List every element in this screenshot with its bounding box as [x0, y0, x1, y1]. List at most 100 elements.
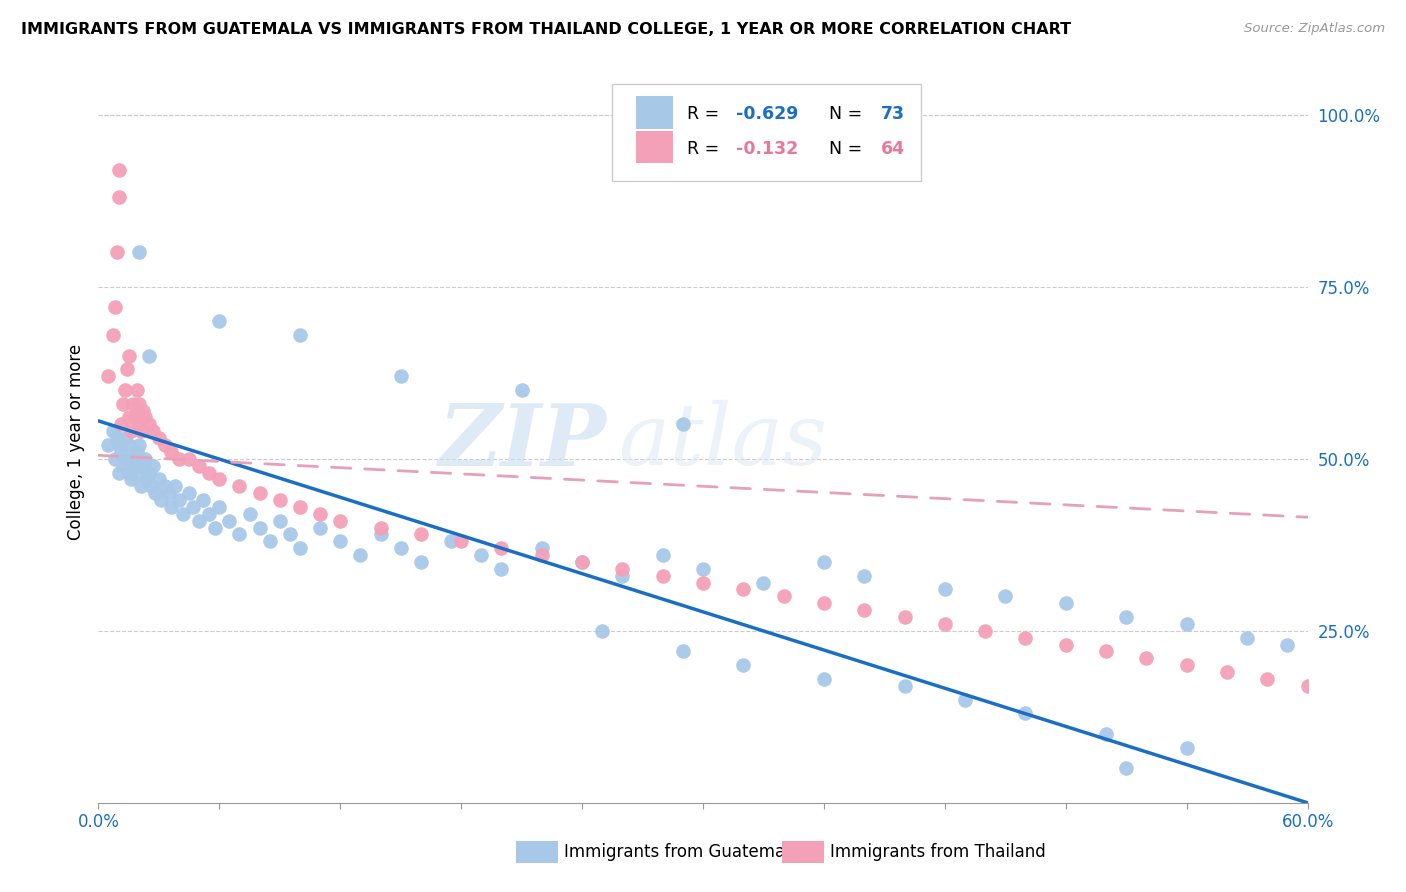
Text: -0.132: -0.132 [735, 140, 797, 158]
Point [138, 466, 160, 480]
Point [134, 451, 156, 466]
Point [530, 541, 553, 556]
Text: ZIP: ZIP [439, 400, 606, 483]
Point [142, 458, 165, 473]
Point [1175, 740, 1198, 755]
Point [208, 472, 231, 486]
Text: Immigrants from Guatemala: Immigrants from Guatemala [564, 843, 800, 861]
Point [692, 575, 714, 590]
Point [204, 520, 226, 534]
Point [129, 424, 152, 438]
Point [1054, 596, 1077, 610]
Point [121, 451, 143, 466]
Text: 64: 64 [880, 140, 905, 158]
Point [143, 486, 166, 500]
Point [134, 410, 156, 425]
Text: 73: 73 [880, 105, 904, 123]
Point [1337, 686, 1360, 700]
Point [1175, 658, 1198, 673]
Point [107, 162, 129, 177]
Point [129, 479, 152, 493]
Point [370, 527, 392, 541]
Point [121, 397, 143, 411]
FancyBboxPatch shape [782, 841, 824, 863]
Point [612, 562, 634, 576]
Point [853, 603, 876, 617]
FancyBboxPatch shape [637, 131, 672, 163]
Point [1296, 679, 1319, 693]
Point [1095, 727, 1118, 741]
Point [148, 472, 170, 486]
Point [1014, 631, 1036, 645]
Point [288, 500, 311, 514]
Point [813, 555, 835, 569]
Point [370, 520, 392, 534]
Point [389, 541, 412, 556]
Point [893, 610, 915, 624]
Point [1014, 706, 1036, 721]
Text: atlas: atlas [619, 401, 828, 483]
Point [389, 369, 412, 384]
Point [450, 534, 472, 549]
Point [149, 493, 172, 508]
Point [193, 493, 215, 508]
FancyBboxPatch shape [613, 84, 921, 181]
Point [118, 349, 141, 363]
Point [329, 534, 352, 549]
Point [128, 397, 150, 411]
Point [118, 410, 141, 425]
Point [115, 451, 138, 466]
Point [114, 431, 136, 445]
Point [1236, 631, 1258, 645]
Point [167, 451, 190, 466]
Point [772, 590, 794, 604]
Point [269, 493, 291, 508]
Point [249, 486, 271, 500]
Point [934, 582, 956, 597]
Point [128, 438, 150, 452]
Point [128, 417, 150, 432]
Point [111, 458, 134, 473]
Point [1175, 616, 1198, 631]
Point [142, 424, 165, 438]
Point [1115, 610, 1137, 624]
Point [101, 424, 124, 438]
Point [107, 466, 129, 480]
Point [110, 445, 132, 459]
Point [510, 383, 533, 397]
Point [138, 349, 160, 363]
Point [309, 507, 332, 521]
Point [1095, 644, 1118, 658]
Point [128, 245, 150, 260]
Point [105, 431, 128, 445]
Point [188, 458, 211, 473]
Point [218, 514, 240, 528]
Point [172, 507, 194, 521]
Point [752, 575, 775, 590]
Point [239, 507, 262, 521]
Point [157, 486, 180, 500]
Point [118, 466, 141, 480]
Point [470, 548, 492, 562]
Text: R =: R = [688, 140, 725, 158]
Point [571, 555, 593, 569]
Point [120, 424, 142, 438]
Point [440, 534, 463, 549]
Point [132, 403, 155, 417]
Point [120, 472, 142, 486]
Point [132, 458, 155, 473]
Point [853, 568, 876, 582]
Point [125, 445, 148, 459]
Point [198, 466, 221, 480]
Point [208, 500, 231, 514]
Point [994, 590, 1017, 604]
Point [571, 555, 593, 569]
Point [97, 438, 120, 452]
Point [491, 562, 513, 576]
Point [188, 514, 211, 528]
Point [160, 500, 183, 514]
Point [179, 486, 201, 500]
Point [651, 568, 673, 582]
Point [288, 327, 311, 342]
Point [329, 514, 352, 528]
